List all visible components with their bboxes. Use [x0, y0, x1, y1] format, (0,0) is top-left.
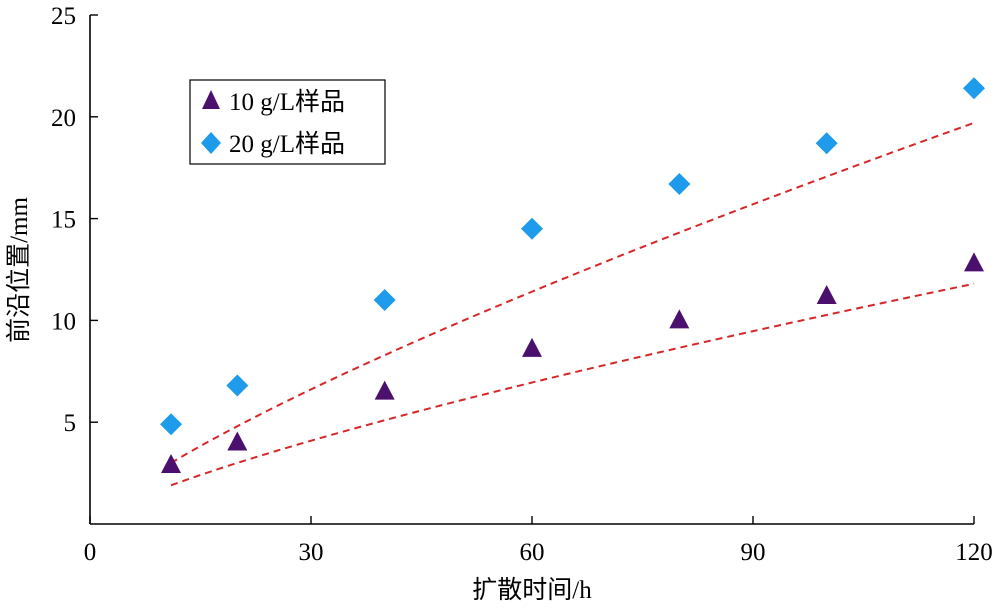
diamond-point-series-1 [160, 413, 183, 436]
diamond-point-series-1 [815, 132, 838, 155]
triangle-point-series-0 [374, 380, 395, 400]
diamond-point-series-1 [668, 172, 691, 195]
x-axis-title: 扩散时间/h [472, 576, 592, 604]
fit-curve-series-0 [170, 282, 975, 487]
diamond-point-series-1 [963, 77, 985, 100]
diamond-point-series-1 [373, 289, 396, 312]
x-tick-label: 60 [520, 539, 545, 566]
legend-label-10: 10 g/L样品 [229, 88, 345, 116]
diamond-point-series-1 [226, 374, 249, 397]
triangle-point-series-0 [161, 453, 182, 473]
x-tick-label: 0 [84, 539, 97, 566]
y-tick-label: 20 [51, 105, 76, 132]
diamond-point-series-1 [521, 217, 543, 240]
triangle-point-series-0 [964, 252, 984, 272]
y-tick-label: 5 [64, 410, 77, 437]
triangle-point-series-0 [816, 284, 837, 304]
legend-diamond-icon [201, 132, 221, 154]
y-tick-label: 25 [51, 3, 76, 30]
x-tick-label: 120 [955, 539, 993, 566]
x-tick-label: 30 [299, 539, 324, 566]
data-points [160, 77, 985, 473]
ticks: 0 30 60 90 120 5 10 15 20 25 [51, 3, 993, 566]
legend-box [189, 79, 386, 165]
triangle-point-series-0 [522, 337, 542, 357]
fit-curve-series-1 [170, 121, 975, 464]
legend-label-20: 20 g/L样品 [229, 130, 345, 158]
y-axis-title: 前沿位置/mm [5, 197, 33, 343]
legend: 10 g/L样品 20 g/L样品 [189, 79, 386, 165]
y-tick-label: 10 [51, 308, 76, 335]
y-tick-label: 15 [51, 207, 76, 234]
x-tick-label: 90 [741, 539, 766, 566]
triangle-point-series-0 [227, 431, 248, 451]
legend-triangle-icon [202, 90, 220, 109]
fit-curves [170, 121, 975, 487]
triangle-point-series-0 [669, 309, 690, 329]
